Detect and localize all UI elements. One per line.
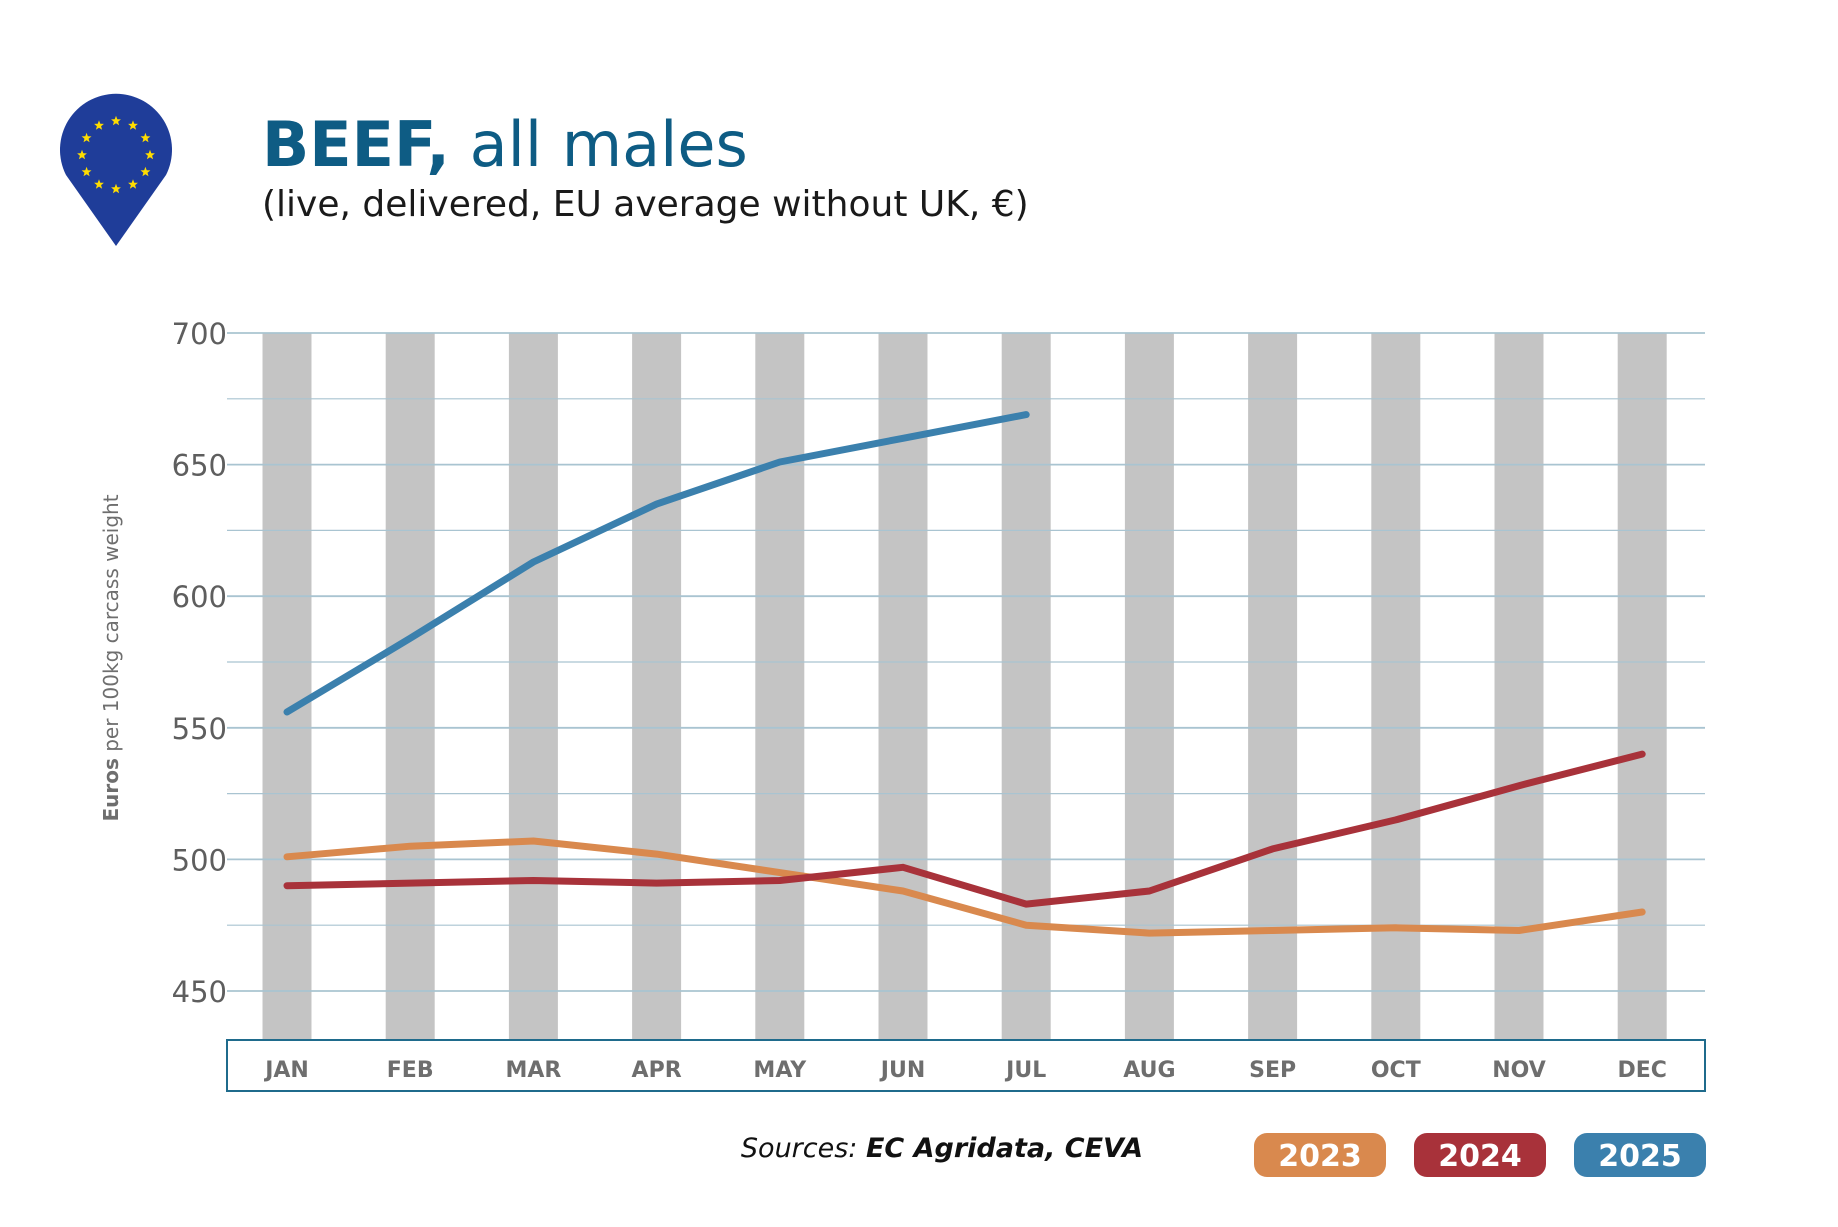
eu-star-icon [81,166,92,177]
month-stripe [508,333,558,1040]
eu-star-icon [128,179,138,189]
series-line-2023 [283,837,1646,937]
eu-star-icon [111,183,121,194]
legend-label: 2025 [1598,1139,1682,1174]
y-tick-label: 500 [172,843,227,877]
x-axis-ticks: JAN FEB MAR APR MAY JUN JUL AUG SEP OCT NOV DEC [263,1058,1667,1083]
month-stripes [262,333,1667,1040]
x-tick-label: JUN [879,1058,925,1083]
legend-item-2025: 2025 [1574,1133,1706,1177]
x-tick-label: SEP [1249,1058,1296,1083]
eu-star-icon [111,115,121,126]
eu-star-icon [94,120,104,130]
legend-item-2023: 2023 [1254,1133,1386,1177]
x-tick-label: MAR [505,1058,561,1083]
series-line-2024 [283,750,1646,908]
x-tick-label: NOV [1492,1058,1546,1083]
y-tick-label: 450 [172,975,227,1009]
y-axis-label-bold: Euros [99,758,123,821]
y-axis-ticks: 450 500 550 600 650 700 [172,317,227,1009]
legend-label: 2024 [1438,1139,1522,1174]
legend-label: 2023 [1278,1139,1362,1174]
source-prefix: Sources: [741,1133,866,1164]
eu-star-icon [145,149,155,160]
source-names: EC Agridata, CEVA [866,1133,1143,1164]
legend-item-2024: 2024 [1414,1133,1546,1177]
y-tick-label: 700 [172,317,227,351]
y-tick-label: 550 [172,712,227,746]
eu-star-icon [81,132,92,143]
gridlines [227,332,1705,992]
chart-subtitle: (live, delivered, EU average without UK,… [262,184,1029,225]
chart-title-bold: BEEF, [262,108,450,181]
x-tick-label: AUG [1123,1058,1175,1083]
x-tick-label: JUL [1004,1058,1046,1083]
x-tick-label: OCT [1371,1058,1421,1083]
series-lines [283,411,1646,937]
legend-swatch [1254,1133,1386,1177]
x-tick-label: DEC [1617,1058,1666,1083]
month-stripe [755,333,805,1040]
chart-title: BEEF, all males [262,108,748,181]
legend: 2023 2024 2025 [1254,1133,1706,1177]
eu-star-icon [128,120,138,130]
month-stripe [385,333,435,1040]
series-line-2025 [283,411,1030,716]
legend-swatch [1414,1133,1546,1177]
eu-star-icon [94,179,104,189]
chart-title-rest: all males [450,108,748,181]
x-tick-label: APR [632,1058,682,1083]
y-tick-label: 650 [172,449,227,483]
x-tick-label: FEB [387,1058,434,1083]
y-tick-label: 600 [172,580,227,614]
month-stripe [1001,333,1051,1040]
month-stripe [262,333,312,1040]
month-stripe [1617,333,1667,1040]
month-stripe [878,333,928,1040]
month-stripe [1124,333,1174,1040]
x-tick-label: MAY [753,1058,807,1083]
month-stripe [1371,333,1421,1040]
month-stripe [632,333,682,1040]
y-axis-label-rest: per 100kg carcass weight [99,494,123,758]
y-axis-label: Euros per 100kg carcass weight [99,494,123,821]
x-tick-label: JAN [263,1058,309,1083]
eu-star-icon [140,166,151,177]
source-note: Sources: EC Agridata, CEVA [741,1133,1143,1164]
x-axis-box [226,1039,1706,1092]
month-stripe [1248,333,1298,1040]
eu-star-icon [140,132,151,143]
month-stripe [1494,333,1544,1040]
eu-star-icon [77,149,87,160]
legend-swatch [1574,1133,1706,1177]
eu-flag-map-pin-icon [60,93,173,246]
